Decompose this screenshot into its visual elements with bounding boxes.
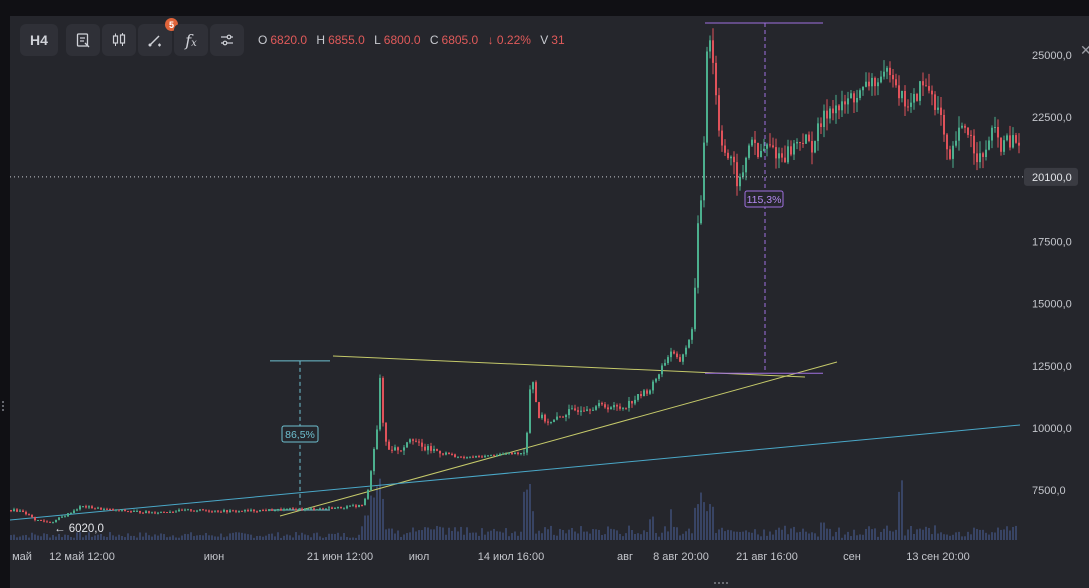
low-value: 6800.0 [383, 33, 421, 47]
fx-icon: fx [185, 30, 197, 50]
settings-button[interactable] [210, 24, 244, 56]
high-label: H [316, 33, 326, 47]
volume-label: V [540, 33, 549, 47]
close-icon[interactable]: ✕ [1080, 42, 1089, 58]
side-handle-dot [2, 405, 4, 407]
candles-icon [112, 33, 126, 46]
interval-button[interactable]: H4 [20, 24, 58, 56]
change-value: ↓ 0.22% [487, 33, 531, 47]
volume-value: 31 [551, 33, 565, 47]
indicators-button[interactable]: fx [174, 24, 208, 56]
sliders-icon [221, 34, 233, 46]
side-handle-dot [2, 401, 4, 403]
open-value: 6820.0 [270, 33, 308, 47]
low-label: L [374, 33, 381, 47]
interval-label: H4 [30, 32, 48, 48]
ohlc-readout: O 6820.0 H 6855.0 L 6800.0 C 6805.0 ↓ 0.22% … [258, 33, 571, 47]
notes-icon [76, 33, 90, 48]
close-label: C [429, 33, 439, 47]
close-value: 6805.0 [441, 33, 479, 47]
side-handle-dot [2, 409, 4, 411]
candles-button[interactable] [102, 24, 136, 56]
window-top-strip [0, 0, 1089, 16]
notes-button[interactable] [66, 24, 100, 56]
high-value: 6855.0 [328, 33, 365, 47]
drawings-button[interactable]: 5 [138, 18, 178, 56]
open-label: O [258, 33, 268, 47]
chart-panel [10, 16, 1089, 588]
pen-icon [148, 35, 161, 47]
